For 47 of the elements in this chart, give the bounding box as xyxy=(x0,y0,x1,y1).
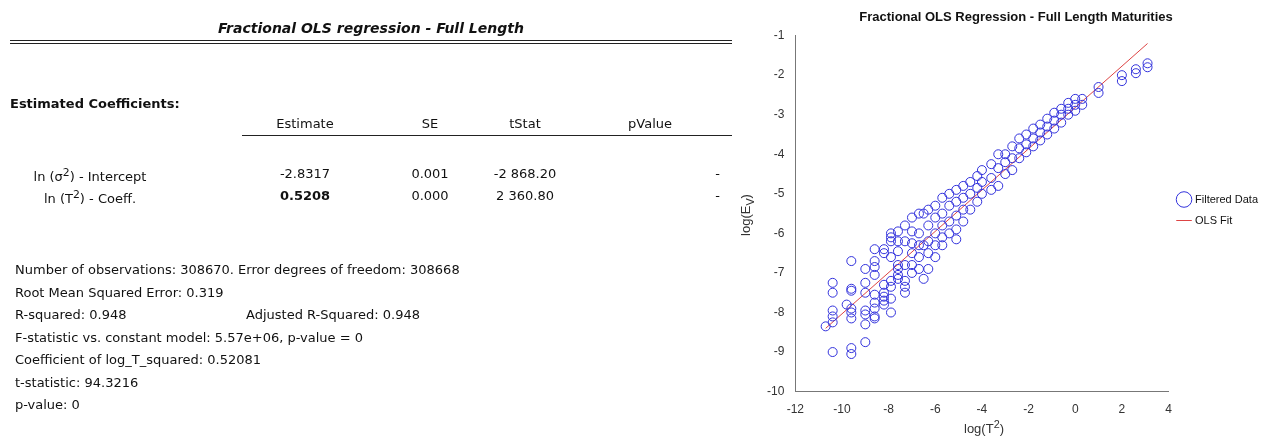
x-tick-label: 4 xyxy=(1165,402,1173,417)
y-tick-label: -8 xyxy=(773,304,785,319)
text: ln (σ$^{2}$) - Intercept xyxy=(33,166,147,185)
y-tick-label: -6 xyxy=(773,225,785,240)
x-tick-label: -8 xyxy=(883,402,895,417)
text: Estimate xyxy=(276,116,334,131)
y-tick-label: -2 xyxy=(773,67,785,82)
text: Estimated Coefficients: xyxy=(10,96,180,111)
x-tick-label: -12 xyxy=(786,402,805,417)
text: - xyxy=(715,166,720,181)
text: pValue xyxy=(628,116,672,131)
text: Coefficient of log_T_squared: 0.52081 xyxy=(15,352,262,367)
text: SE xyxy=(421,116,439,131)
y-tick-label: -1 xyxy=(773,27,785,42)
x-tick-label: -10 xyxy=(833,402,851,417)
x-axis-title: log(T$^{2}$) xyxy=(964,418,1004,437)
text: Adjusted R-Squared: 0.948 xyxy=(246,307,420,322)
y-tick-label: -5 xyxy=(773,186,785,201)
y-tick-label: -4 xyxy=(773,146,785,161)
text: F-statistic vs. constant model: 5.57e+06, p-value = 0 xyxy=(15,329,364,345)
x-tick-label: 0 xyxy=(1071,402,1079,417)
x-tick-label: -2 xyxy=(1023,402,1035,417)
text: -2 868.20 xyxy=(493,166,557,181)
text: Root Mean Squared Error: 0.319 xyxy=(15,284,224,300)
y-tick-label: -9 xyxy=(773,344,785,359)
x-tick-label: -6 xyxy=(929,402,941,417)
text: 0.000 xyxy=(411,188,449,203)
text: 2 360.80 xyxy=(496,188,554,203)
y-tick-label: -7 xyxy=(773,265,785,280)
text: - xyxy=(715,188,720,203)
x-tick-label: -4 xyxy=(976,402,988,417)
text: 0.001 xyxy=(411,166,449,181)
y-tick-label: -3 xyxy=(773,107,785,122)
text: Number of observations: 308670. Error degrees of freedom: 308668 xyxy=(15,262,460,277)
text: ln (T$^{2}$) - Coeff. xyxy=(43,188,137,207)
text: R-squared: 0.948 xyxy=(15,307,127,322)
y-tick-label: -10 xyxy=(767,383,785,398)
text: t-statistic: 94.3216 xyxy=(15,374,139,390)
text: -2.8317 xyxy=(279,166,331,181)
x-tick-label: 2 xyxy=(1118,402,1126,417)
text: 0.5208 xyxy=(279,188,331,203)
legend-label: Filtered Data xyxy=(1195,192,1259,205)
text: Fractional OLS regression - Full Length xyxy=(10,20,732,44)
legend-label: OLS Fit xyxy=(1195,213,1233,226)
text: p-value: 0 xyxy=(15,397,80,412)
chart-title: Fractional OLS Regression - Full Length Maturities xyxy=(859,9,1173,25)
text: tStat xyxy=(509,116,541,131)
